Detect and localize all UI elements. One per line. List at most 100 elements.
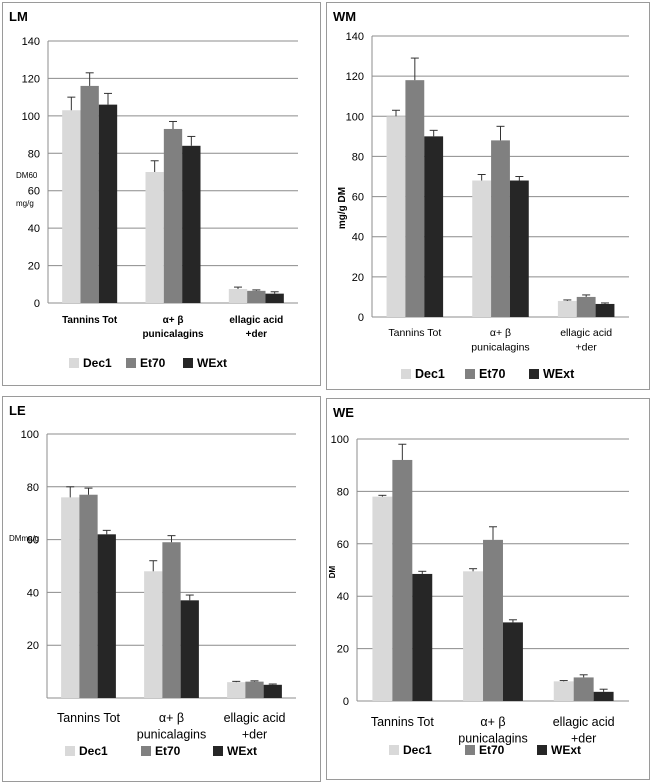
bar: [593, 691, 614, 701]
category-label: Tannins Tot: [62, 315, 118, 326]
legend-label: Dec1: [415, 367, 445, 381]
y-tick-label: 60: [28, 186, 40, 198]
legend-swatch: [213, 746, 223, 756]
legend-label: Dec1: [79, 744, 108, 758]
legend-swatch: [401, 369, 411, 379]
y-tick-label: 20: [337, 644, 349, 656]
category-label: ellagic acid: [553, 715, 615, 729]
bar: [247, 290, 266, 303]
y-tick-label: 40: [28, 223, 40, 235]
bar: [163, 128, 183, 303]
legend-swatch: [389, 745, 399, 755]
y-tick-label: 120: [346, 71, 364, 83]
bar: [372, 496, 393, 701]
y-tick-label: 0: [34, 298, 40, 310]
y-tick-label: 80: [27, 482, 39, 494]
category-label: α+ β: [480, 715, 505, 729]
bar: [98, 104, 118, 303]
category-label: Tannins Tot: [57, 711, 121, 725]
bar: [483, 539, 503, 701]
legend-label: WExt: [197, 356, 227, 370]
panel-title-lm: LM: [9, 9, 28, 24]
legend-swatch: [65, 746, 75, 756]
bar: [463, 571, 484, 701]
y-tick-label: 140: [346, 31, 364, 43]
bar: [79, 494, 98, 698]
y-tick-label: 20: [352, 272, 364, 284]
category-label: punicalagins: [458, 732, 528, 746]
category-label: +der: [246, 329, 268, 340]
bar: [144, 571, 163, 698]
y-tick-label: 40: [352, 232, 364, 244]
y-tick-label: 60: [27, 535, 39, 547]
category-label: punicalagins: [142, 329, 204, 340]
bar: [162, 542, 181, 698]
bar: [553, 681, 574, 701]
category-label: punicalagins: [137, 728, 207, 742]
y-tick-label: 100: [22, 111, 40, 123]
legend-swatch: [465, 745, 475, 755]
legend-label: Dec1: [403, 743, 432, 757]
category-label: punicalagins: [471, 342, 529, 354]
bar: [573, 677, 594, 701]
y-tick-label: 20: [28, 261, 40, 273]
bar: [80, 85, 99, 304]
y-tick-label: 120: [22, 73, 40, 85]
bar: [392, 459, 413, 701]
category-label: +der: [571, 732, 596, 746]
y-axis-label: DM60: [16, 171, 38, 180]
y-tick-label: 80: [352, 151, 364, 163]
y-tick-label: 100: [21, 429, 39, 441]
bar: [61, 497, 80, 698]
category-label: ellagic acid: [560, 327, 612, 339]
y-axis-label: DMmg/g: [9, 534, 39, 543]
panel-title-le: LE: [9, 403, 26, 418]
legend-swatch: [465, 369, 475, 379]
y-tick-label: 140: [22, 36, 40, 48]
chart-panel-le: 20 40 60 80 100 DMmg/g Tannins Tot α+ β punicala…: [2, 396, 321, 782]
bar: [245, 681, 264, 698]
bar: [595, 303, 615, 317]
legend-label: Et70: [479, 743, 505, 757]
bar: [228, 288, 248, 303]
bar: [509, 180, 529, 317]
chart-panel-lm: 0 20 40 60 80 100 120 140 DM60 mg/g Tannins Tot α+ …: [2, 2, 321, 386]
bar: [502, 622, 523, 701]
chart-wm-svg: 0 20 40 60 80 100 120 140 mg/g DM Tannins Tot α+ β…: [337, 31, 629, 381]
legend-label: WExt: [551, 743, 581, 757]
bar: [386, 116, 406, 318]
bar: [424, 136, 444, 317]
chart-panel-we: 0 20 40 60 80 100 DM Tannins Tot α+ β punicalagin…: [326, 398, 650, 780]
bar: [182, 145, 201, 303]
category-label: ellagic acid: [224, 711, 286, 725]
y-tick-label: 40: [27, 587, 39, 599]
y-tick-label: 20: [27, 640, 39, 652]
category-label: α+ β: [163, 315, 184, 326]
bar: [180, 600, 199, 698]
category-label: ellagic acid: [229, 315, 283, 326]
y-tick-label: 80: [28, 148, 40, 160]
category-label: +der: [242, 728, 267, 742]
y-tick-label: 80: [337, 486, 349, 498]
y-tick-label: 40: [337, 591, 349, 603]
bar: [472, 180, 492, 317]
bar: [263, 684, 282, 698]
legend-swatch: [126, 358, 136, 368]
legend-swatch: [529, 369, 539, 379]
y-axis-label: DM: [328, 565, 337, 578]
bar: [576, 296, 596, 317]
legend-label: Dec1: [83, 356, 112, 370]
category-label: α+ β: [159, 711, 184, 725]
bar: [97, 534, 116, 698]
y-tick-label: 60: [352, 192, 364, 204]
panel-title-we: WE: [333, 405, 354, 420]
legend-swatch: [183, 358, 193, 368]
legend-label: Et70: [140, 356, 166, 370]
y-axis-label: mg/g: [16, 199, 34, 208]
legend-swatch: [537, 745, 547, 755]
category-label: +der: [576, 342, 598, 354]
y-tick-label: 100: [346, 111, 364, 123]
y-tick-label: 100: [331, 434, 349, 446]
bar: [265, 293, 284, 303]
category-label: Tannins Tot: [388, 327, 441, 339]
